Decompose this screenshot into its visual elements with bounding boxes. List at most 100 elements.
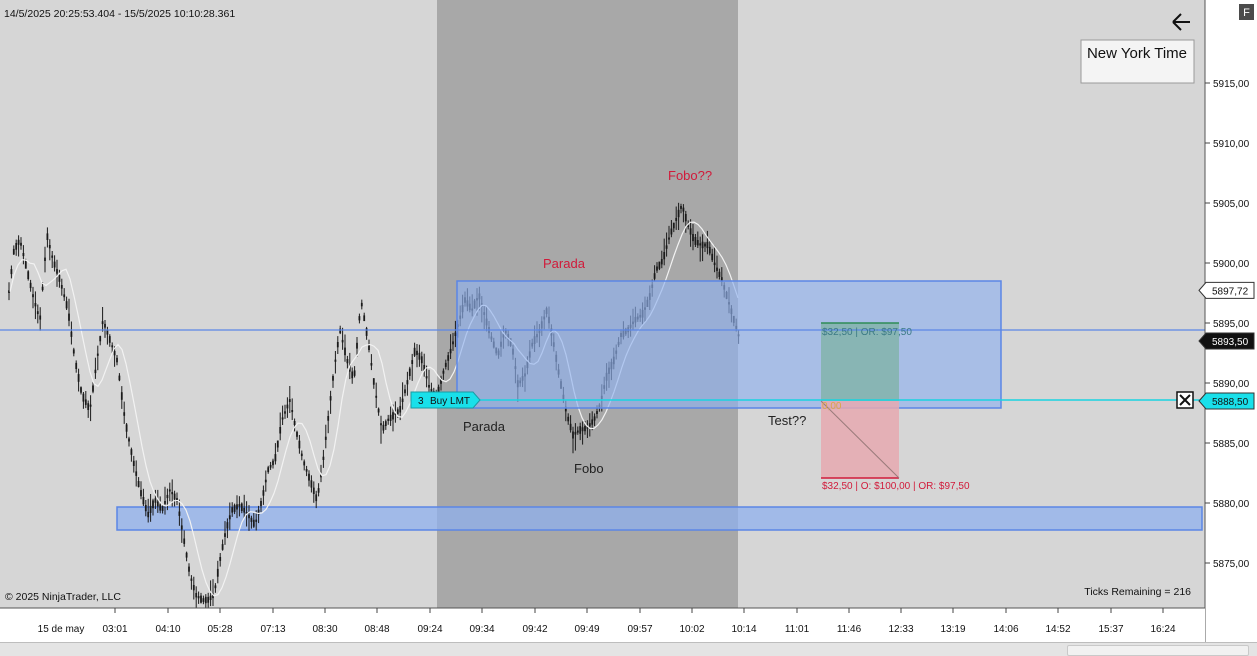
candle-body [718, 271, 721, 277]
candle-body [365, 328, 368, 336]
candle-body [214, 585, 217, 589]
candle-body [680, 206, 682, 209]
candle-body [430, 388, 433, 394]
candle-body [226, 522, 229, 529]
horizontal-scrollbar[interactable] [0, 642, 1257, 656]
candle-body [159, 504, 162, 511]
candle-body [60, 285, 63, 289]
candle-body [142, 497, 145, 505]
time-tick-label: 09:34 [469, 624, 494, 635]
candle-body [51, 255, 54, 258]
candle-body [440, 377, 442, 384]
candle-body [372, 378, 375, 385]
candle-body [296, 431, 298, 437]
back-button[interactable] [1172, 13, 1190, 31]
candle-body [94, 369, 97, 374]
price-marker-label: 5888,50 [1212, 397, 1249, 408]
candle-body [288, 399, 291, 402]
candle-body [32, 294, 34, 298]
candle-body [269, 465, 272, 468]
candle-body [92, 385, 94, 392]
price-axis[interactable] [1205, 0, 1257, 642]
candle-body [368, 344, 370, 350]
annotation-test[interactable]: Test?? [768, 413, 806, 428]
candle-body [128, 438, 130, 442]
target-box[interactable] [821, 323, 899, 401]
time-tick-label: 08:48 [364, 624, 389, 635]
support-zone[interactable] [116, 506, 1203, 531]
candle-body [452, 341, 454, 345]
price-tick-label: 5895,00 [1213, 319, 1250, 330]
annotation-parada-top[interactable]: Parada [543, 256, 586, 271]
candle-body [370, 363, 373, 366]
candle-body [135, 471, 138, 476]
candle-body [46, 233, 49, 240]
scrollbar-thumb[interactable] [1067, 645, 1249, 656]
candle-body [687, 223, 690, 228]
candle-body [293, 421, 296, 425]
candle-body [300, 453, 303, 457]
candle-body [672, 222, 675, 229]
candle-body [75, 362, 78, 369]
candle-body [185, 552, 188, 558]
candle-body [207, 596, 210, 603]
candle-body [96, 353, 99, 356]
candle-body [12, 248, 15, 255]
candle-body [240, 503, 243, 511]
time-tick-label: 09:57 [627, 624, 652, 635]
price-tick-label: 5900,00 [1213, 259, 1250, 270]
candle-body [279, 427, 282, 434]
candle-body [584, 425, 586, 432]
candle-body [221, 544, 224, 550]
candle-body [411, 360, 414, 364]
candle-body [284, 411, 286, 414]
candle-body [303, 461, 306, 466]
price-tick-label: 5890,00 [1213, 379, 1250, 390]
candle-body [408, 368, 411, 376]
candle-body [168, 489, 171, 492]
entry-label: 0,00 [822, 401, 842, 412]
candle-body [8, 290, 10, 293]
candle-body [572, 431, 574, 439]
resistance-zone[interactable] [456, 280, 1002, 409]
candle-body [404, 389, 406, 394]
candle-body [154, 498, 157, 503]
time-tick-label: 09:42 [522, 624, 547, 635]
candle-body [58, 274, 61, 282]
close-icon [1179, 394, 1191, 406]
candle-body [53, 261, 56, 268]
candle-body [123, 412, 126, 416]
annotation-fobo-question[interactable]: Fobo?? [668, 168, 712, 183]
price-tick-labels: 5915,00 5910,00 5905,00 5900,00 5895,00 5890,… [1205, 79, 1250, 570]
candle-body [713, 262, 716, 266]
candle-body [39, 315, 42, 320]
time-axis[interactable] [0, 608, 1205, 642]
candle-body [87, 403, 90, 410]
candle-body [392, 412, 394, 420]
annotation-fobo[interactable]: Fobo [574, 461, 604, 476]
candle-body [701, 241, 704, 249]
candle-body [264, 479, 267, 483]
candle-body [197, 596, 200, 599]
candle-body [596, 411, 598, 414]
candle-body [24, 260, 27, 269]
candle-body [238, 504, 241, 507]
cancel-order-button[interactable] [1176, 391, 1194, 409]
annotation-parada-bottom[interactable]: Parada [463, 419, 506, 434]
left-arrow-icon [1172, 13, 1190, 31]
candle-body [581, 427, 584, 432]
candle-body [564, 406, 567, 412]
time-tick-label: 15:37 [1098, 624, 1123, 635]
candle-body [116, 357, 118, 363]
timezone-label: New York Time [1087, 45, 1187, 62]
candle-body [677, 209, 680, 218]
candle-body [272, 460, 274, 466]
candle-body [593, 416, 596, 421]
timezone-box[interactable]: New York Time [1080, 39, 1195, 84]
time-tick-label: 09:49 [574, 624, 599, 635]
candle-body [276, 440, 279, 448]
panel-f-button[interactable]: F [1239, 4, 1254, 20]
candle-body [351, 371, 354, 379]
order-badge[interactable]: 3 Buy LMT [410, 391, 481, 409]
